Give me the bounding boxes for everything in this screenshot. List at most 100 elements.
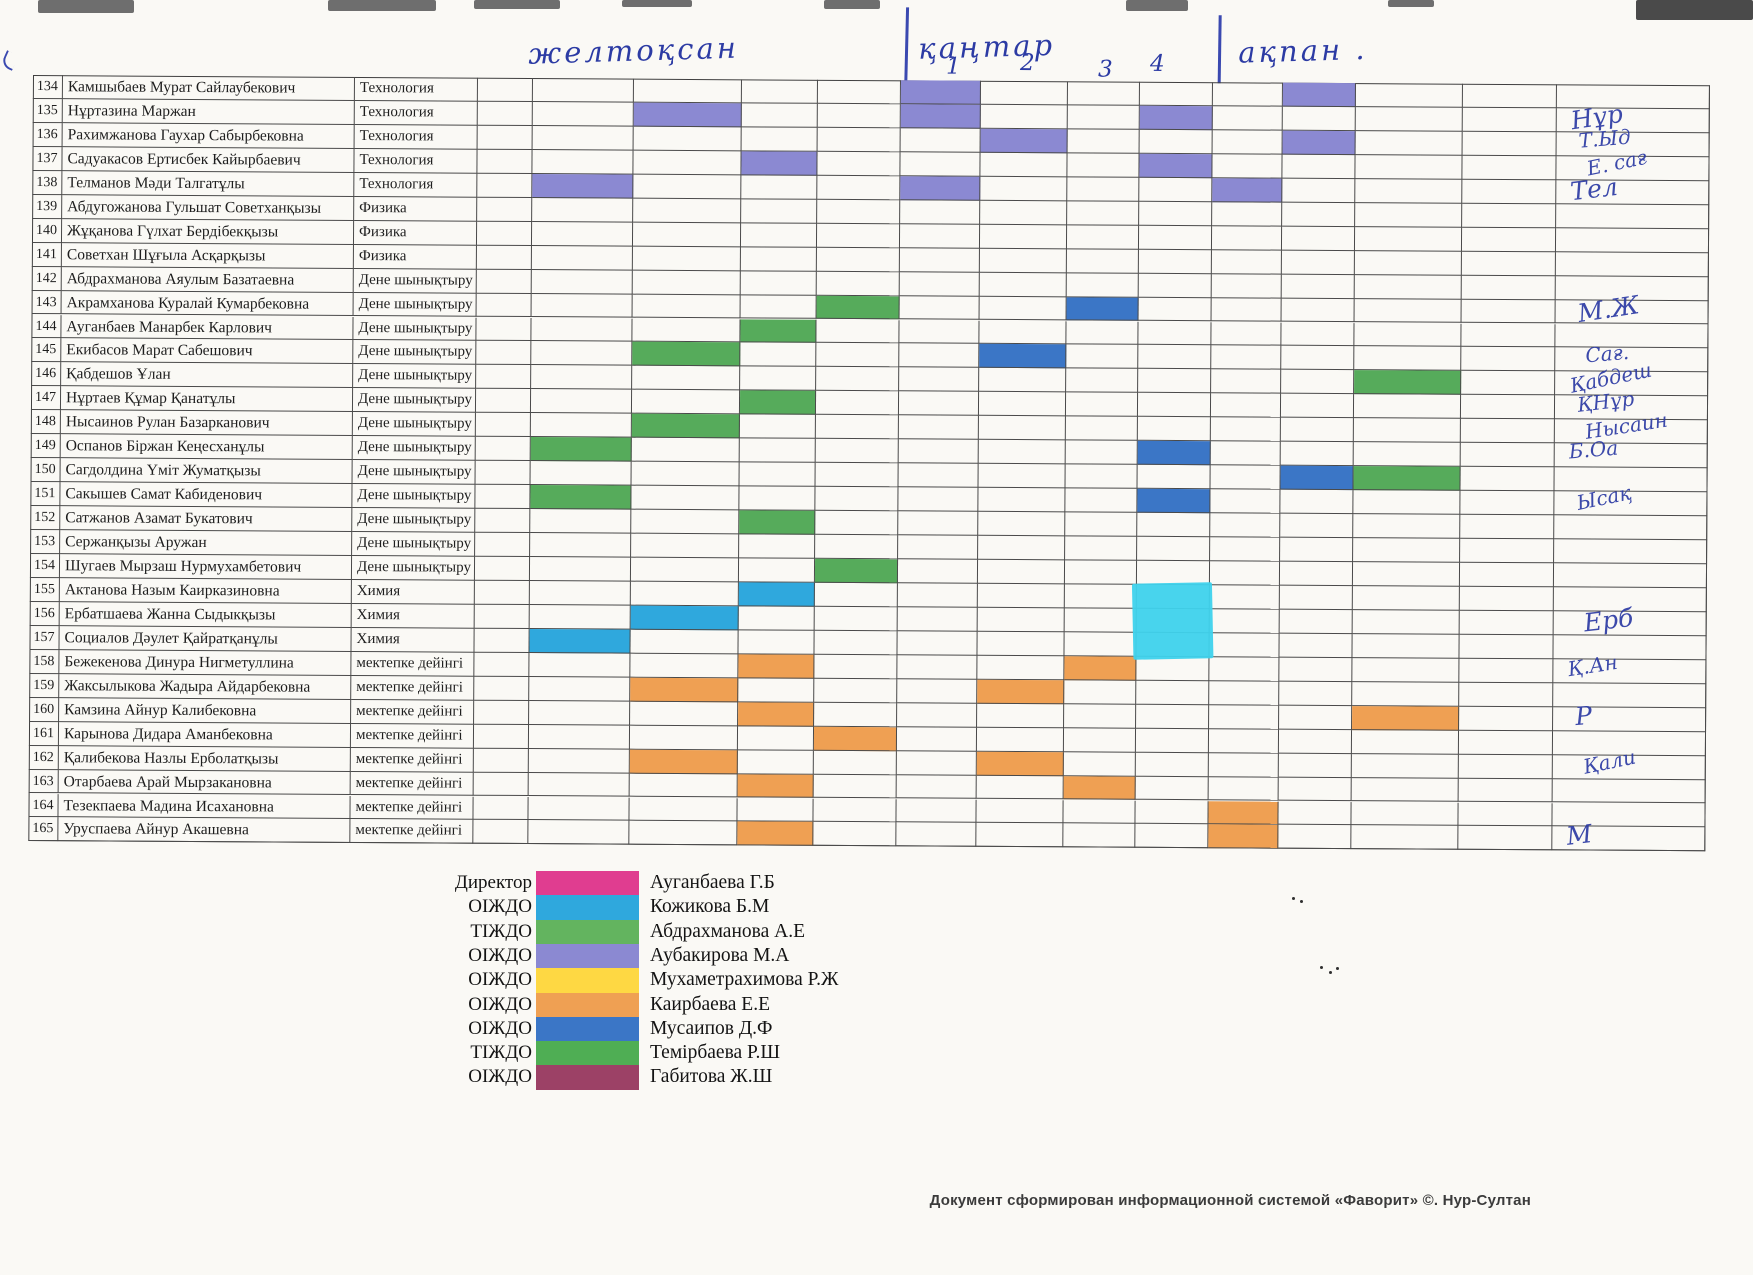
schedule-cell xyxy=(1064,632,1137,657)
schedule-cell xyxy=(1067,81,1140,106)
schedule-cell-colored xyxy=(737,821,814,847)
schedule-cell xyxy=(900,152,981,177)
schedule-cell xyxy=(531,365,633,390)
schedule-cell xyxy=(1459,562,1555,588)
row-number-cell: 161 xyxy=(28,721,60,746)
schedule-cell xyxy=(1279,633,1353,658)
subject-cell: Дене шынықтыру xyxy=(353,316,477,342)
row-number-cell: 158 xyxy=(29,649,60,674)
schedule-cell xyxy=(1211,321,1282,347)
schedule-cell xyxy=(629,773,738,798)
schedule-cell xyxy=(1461,371,1556,396)
schedule-cell xyxy=(474,556,531,581)
schedule-cell xyxy=(817,175,901,201)
schedule-cell xyxy=(1139,81,1213,107)
subject-cell: Химия xyxy=(351,627,475,653)
schedule-cell xyxy=(1138,345,1212,370)
schedule-cell xyxy=(1355,130,1463,156)
schedule-cell-colored xyxy=(1280,465,1354,491)
schedule-cell xyxy=(477,125,533,150)
turquoise-patch xyxy=(1131,582,1214,660)
schedule-cell xyxy=(816,319,900,344)
schedule-cell xyxy=(528,724,631,750)
schedule-cell xyxy=(1354,250,1462,276)
schedule-cell xyxy=(1064,584,1137,609)
schedule-cell xyxy=(631,461,740,487)
schedule-cell xyxy=(1280,441,1354,467)
schedule-cell xyxy=(1461,323,1556,348)
page-footer: Документ сформирован информационной сист… xyxy=(929,1192,1531,1209)
schedule-cell-colored xyxy=(738,582,815,607)
schedule-cell xyxy=(477,101,533,126)
schedule-cell-colored xyxy=(740,318,817,344)
row-number-cell: 140 xyxy=(31,218,63,243)
schedule-cell xyxy=(529,580,631,606)
schedule-cell xyxy=(1211,345,1282,371)
schedule-cell xyxy=(1063,751,1136,777)
row-number-cell: 142 xyxy=(31,266,62,291)
subject-cell: Дене шынықтыру xyxy=(353,364,477,390)
schedule-cell xyxy=(813,822,897,847)
schedule-cell xyxy=(529,652,631,678)
handwritten-signature: Б.Оа xyxy=(1567,435,1620,464)
teacher-name-cell: Сатжанов Азамат Букатович xyxy=(60,506,353,532)
schedule-cell xyxy=(1063,799,1136,825)
schedule-cell xyxy=(978,440,1066,465)
schedule-cell-colored xyxy=(631,413,740,439)
signature-cell xyxy=(1554,467,1708,493)
schedule-cell xyxy=(1064,560,1138,585)
schedule-cell xyxy=(1139,177,1213,202)
scan-artifact xyxy=(1292,897,1295,900)
schedule-cell xyxy=(1065,464,1138,489)
teacher-name-cell: Сержанқызы Аружан xyxy=(60,530,353,556)
schedule-cell xyxy=(530,461,632,486)
schedule-cell-colored xyxy=(977,679,1065,704)
schedule-cell xyxy=(1209,585,1280,610)
month-label-february: ақпан . xyxy=(1237,31,1368,70)
teacher-name-cell: Сакышев Самат Кабиденович xyxy=(60,482,353,509)
legend-role-label: ОІЖДО xyxy=(468,944,532,966)
row-number-cell: 136 xyxy=(32,122,63,148)
schedule-cell xyxy=(1138,249,1212,274)
schedule-cell xyxy=(1351,729,1460,755)
schedule-cell xyxy=(1458,826,1553,851)
schedule-cell xyxy=(1135,728,1210,753)
legend-color-swatch xyxy=(536,1041,639,1066)
scan-artifact xyxy=(1329,971,1332,974)
schedule-cell xyxy=(1351,825,1459,851)
schedule-cell xyxy=(1462,203,1557,228)
schedule-cell xyxy=(1461,347,1556,372)
scan-artifact xyxy=(622,0,692,7)
schedule-cell xyxy=(1212,82,1283,107)
subject-cell: мектепке дейінгі xyxy=(350,819,474,845)
schedule-cell xyxy=(898,511,979,536)
schedule-cell xyxy=(1209,656,1280,682)
schedule-cell xyxy=(1281,226,1356,251)
signature-cell xyxy=(1552,778,1706,804)
schedule-cell xyxy=(1281,322,1355,347)
schedule-cell xyxy=(740,366,817,392)
schedule-cell xyxy=(1279,561,1354,587)
ink-divider-dec-jan xyxy=(904,7,909,82)
schedule-cell-colored xyxy=(900,80,981,105)
schedule-cell xyxy=(1458,778,1553,803)
schedule-cell xyxy=(530,413,632,438)
schedule-cell xyxy=(817,151,901,177)
schedule-cell xyxy=(633,150,742,176)
schedule-cell xyxy=(1458,754,1553,779)
schedule-cell xyxy=(977,655,1065,681)
row-number-cell: 151 xyxy=(30,482,61,507)
schedule-cell xyxy=(528,748,630,774)
schedule-cell-colored xyxy=(979,344,1067,369)
schedule-cell xyxy=(977,559,1066,585)
schedule-cell-colored xyxy=(1137,488,1211,514)
schedule-cell xyxy=(1066,368,1139,394)
schedule-cell xyxy=(813,774,897,799)
schedule-cell xyxy=(629,797,738,822)
schedule-cell xyxy=(1137,512,1211,538)
row-number-cell: 157 xyxy=(29,625,60,650)
schedule-cell xyxy=(738,630,815,655)
schedule-cell-colored xyxy=(814,558,899,584)
schedule-cell xyxy=(1462,83,1557,109)
subject-cell: мектепке дейінгі xyxy=(350,795,474,821)
